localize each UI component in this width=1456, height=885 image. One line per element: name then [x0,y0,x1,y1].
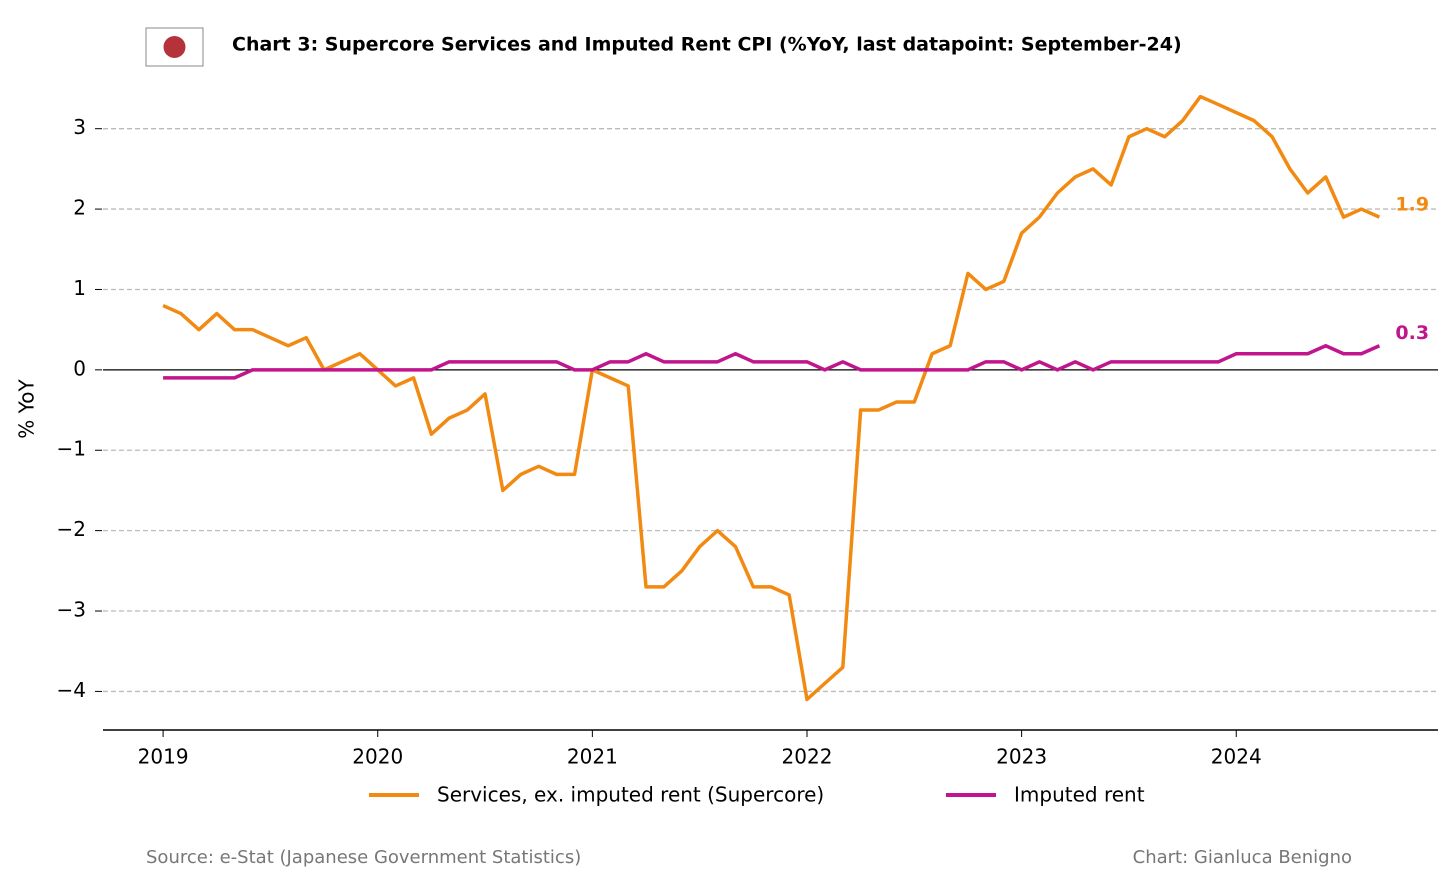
x-tick-label: 2019 [138,745,189,769]
x-tick-label: 2023 [996,745,1047,769]
x-tick-label: 2021 [567,745,618,769]
x-tick-label: 2020 [352,745,403,769]
x-tick-label: 2022 [782,745,833,769]
y-tick-label: 2 [73,196,86,220]
legend-label: Imputed rent [1014,783,1145,807]
end-label: 1.9 [1395,194,1429,216]
y-tick-label: −3 [57,598,86,622]
y-tick-label: 3 [73,115,86,139]
x-tick-label: 2024 [1211,745,1262,769]
y-tick-label: −1 [57,437,86,461]
y-tick-label: −2 [57,517,86,541]
y-tick-label: 0 [73,356,86,380]
chart-title: Chart 3: Supercore Services and Imputed … [232,34,1182,56]
y-tick-label: 1 [73,276,86,300]
credit: Chart: Gianluca Benigno [1133,847,1352,868]
flag-disc [163,36,186,58]
series-line [162,94,1381,702]
source: Source: e-Stat (Japanese Government Stat… [146,847,581,868]
end-label: 0.3 [1395,322,1429,344]
series-line [163,343,1381,380]
y-axis-label: % YoY [15,379,39,439]
legend-label: Services, ex. imputed rent (Supercore) [437,783,824,807]
y-tick-label: −4 [57,678,86,702]
